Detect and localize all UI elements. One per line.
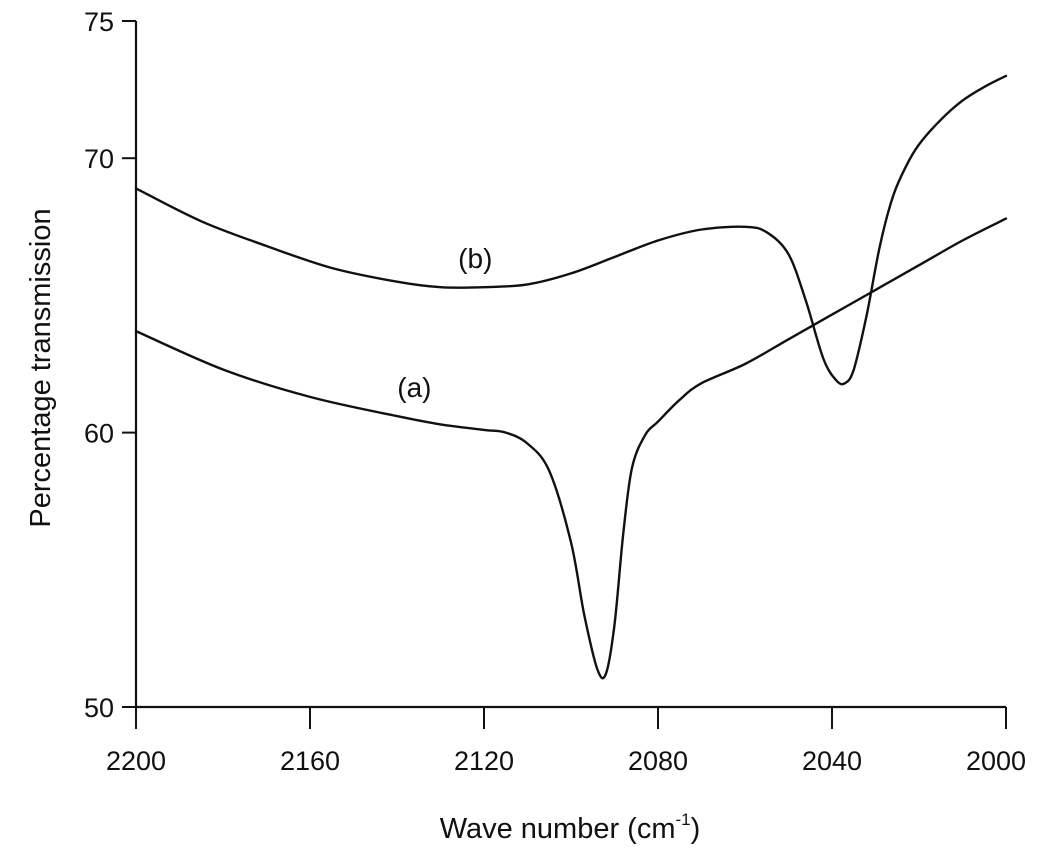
x-axis-title-end: ) xyxy=(691,813,701,845)
x-tick-label: 2200 xyxy=(106,746,166,776)
x-tick-label: 2080 xyxy=(628,746,688,776)
series-layer: (a) (b) xyxy=(134,74,1008,680)
labels-layer: Wave number (cm-1) Percentage transmissi… xyxy=(25,208,700,845)
x-axis-title-main: Wave number (cm xyxy=(440,813,676,845)
y-tick-label: 70 xyxy=(84,144,114,174)
y-tick-label: 75 xyxy=(84,7,114,37)
y-tick-label: 50 xyxy=(84,693,114,723)
y-tick-label: 60 xyxy=(84,419,114,449)
x-tick-label: 2120 xyxy=(454,746,514,776)
x-axis-title: Wave number (cm-1) xyxy=(440,810,701,845)
series-label-a: (a) xyxy=(397,372,431,403)
series-label-b: (b) xyxy=(458,243,492,274)
x-tick-label: 2160 xyxy=(280,746,340,776)
series-line-b xyxy=(134,74,1008,386)
x-tick-label: 2000 xyxy=(966,746,1026,776)
series-line-a xyxy=(134,217,1008,680)
axes: 2200 2160 2120 2080 2040 2000 50 60 70 75 xyxy=(84,7,1026,776)
x-tick-label: 2040 xyxy=(802,746,862,776)
x-axis-title-superscript: -1 xyxy=(676,810,691,829)
y-axis-title: Percentage transmission xyxy=(25,208,57,527)
